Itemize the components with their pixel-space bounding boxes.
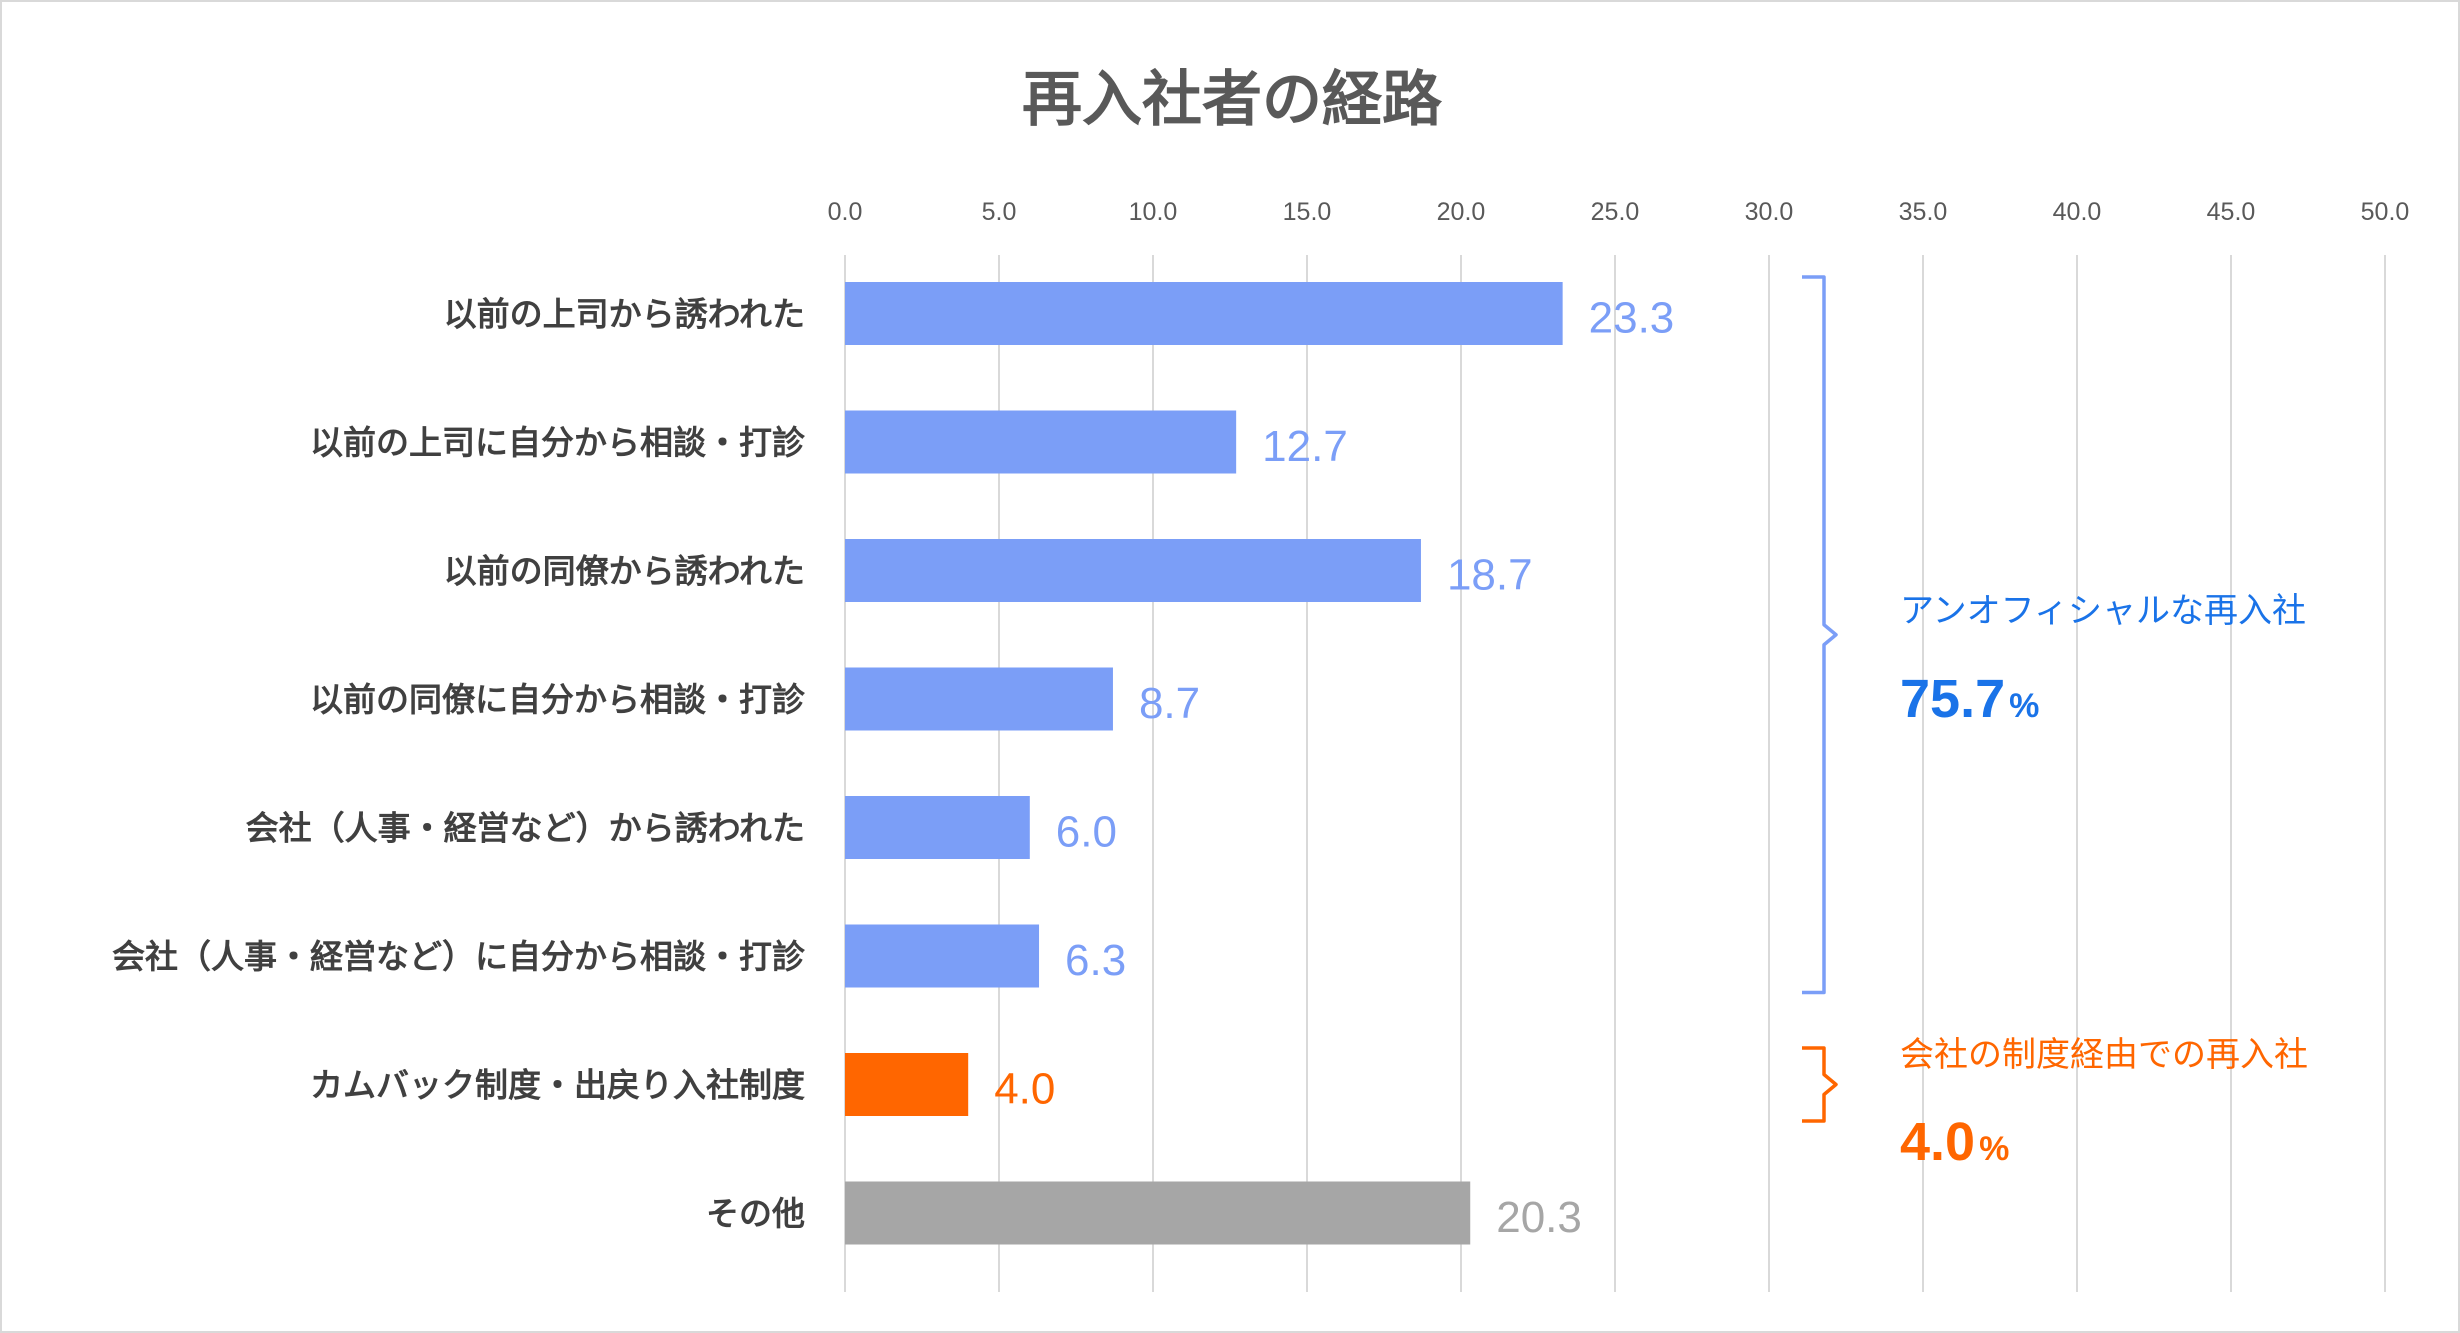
value-label: 6.0 [1056, 808, 1117, 857]
category-label: 以前の同僚に自分から相談・打診 [310, 680, 806, 719]
value-label: 20.3 [1496, 1193, 1582, 1242]
bar [845, 410, 1237, 474]
bracket [1802, 1046, 1838, 1123]
x-axis-ticks: 0.0 5.0 10.0 15.0 20.0 25.0 30.0 35.0 40.0 45.0 50… [828, 198, 2410, 226]
x-tick-label: 30.0 [1745, 198, 1794, 226]
bar [845, 1053, 969, 1116]
value-label: 12.7 [1262, 422, 1348, 471]
category-label: その他 [706, 1194, 805, 1233]
x-tick-label: 45.0 [2207, 198, 2256, 226]
value-label: 6.3 [1065, 936, 1126, 985]
annotations: アンオフィシャルな再入社 75.7 % 会社の制度経由での再入社 4.0% [1802, 275, 2308, 1172]
value-labels: 23.3 12.7 18.7 8.7 6.0 6.3 4.0 20.3 [994, 294, 1674, 1243]
category-label: 以前の同僚から誘われた [444, 552, 805, 591]
x-tick-label: 5.0 [982, 198, 1017, 226]
annotation-label: 会社の制度経由での再入社 [1900, 1035, 2308, 1075]
annotation-unit: % [2009, 687, 2039, 725]
x-tick-label: 15.0 [1283, 198, 1332, 226]
bar [845, 667, 1113, 731]
bars [845, 282, 1563, 1245]
category-label: 以前の上司から誘われた [444, 295, 805, 334]
value-label: 4.0 [994, 1065, 1055, 1114]
value-label: 23.3 [1589, 294, 1675, 343]
category-label: 以前の上司に自分から相談・打診 [310, 423, 806, 462]
annotation-label: アンオフィシャルな再入社 [1900, 591, 2306, 631]
bar [845, 924, 1040, 988]
category-label: カムバック制度・出戻り入社制度 [310, 1066, 805, 1105]
annotation-value: 4.0 [1900, 1112, 1975, 1172]
bar [845, 796, 1030, 859]
category-labels: 以前の上司から誘われた以前の上司に自分から相談・打診以前の同僚から誘われた以前の… [112, 295, 806, 1234]
category-label: 会社（人事・経営など）から誘われた [246, 809, 805, 848]
chart-title: 再入社者の経路 [1022, 65, 1443, 135]
value-label: 18.7 [1447, 551, 1533, 600]
bar [845, 539, 1421, 602]
x-tick-label: 35.0 [1899, 198, 1948, 226]
bar [845, 1181, 1471, 1245]
annotation-unit: % [1979, 1130, 2009, 1168]
value-label: 8.7 [1139, 679, 1200, 728]
annotation-value: 75.7 [1900, 669, 2005, 729]
x-tick-label: 50.0 [2361, 198, 2410, 226]
x-tick-label: 40.0 [2053, 198, 2102, 226]
x-tick-label: 0.0 [828, 198, 863, 226]
category-label: 会社（人事・経営など）に自分から相談・打診 [112, 937, 806, 976]
x-tick-label: 25.0 [1591, 198, 1640, 226]
x-tick-label: 20.0 [1437, 198, 1486, 226]
x-tick-label: 10.0 [1129, 198, 1178, 226]
bracket [1802, 275, 1838, 995]
bar [845, 282, 1563, 345]
